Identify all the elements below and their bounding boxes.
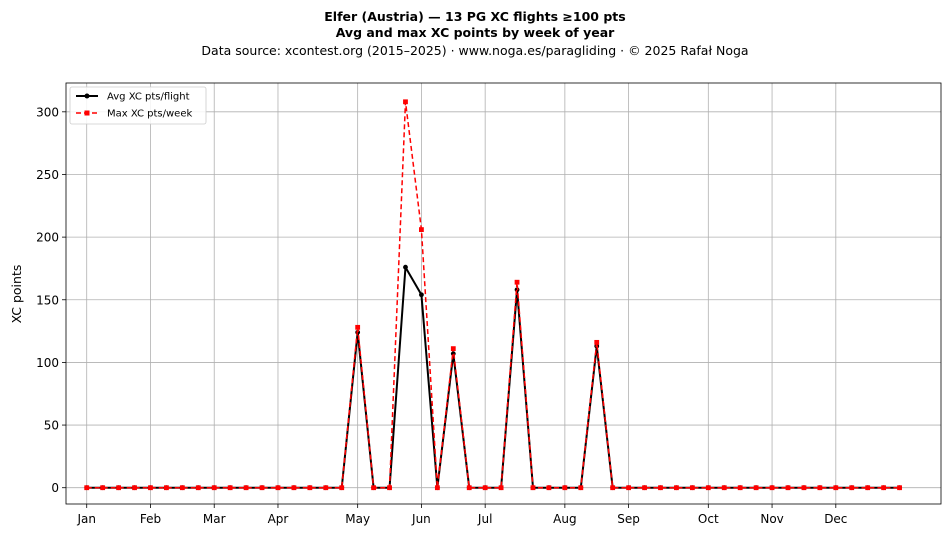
max-point	[689, 485, 695, 491]
avg-point	[419, 292, 424, 298]
y-tick-label: 150	[36, 293, 59, 307]
max-point	[705, 485, 711, 491]
x-tick-label: Jun	[411, 512, 431, 526]
grid	[66, 83, 941, 504]
y-tick-label: 300	[36, 105, 59, 119]
max-point	[658, 485, 663, 491]
max-point	[84, 485, 90, 491]
series-line-avg	[86, 266, 900, 489]
chart-subtitle: Data source: xcontest.org (2015–2025) · …	[201, 43, 748, 58]
max-point	[594, 339, 600, 345]
max-point	[387, 485, 392, 491]
max-point	[674, 485, 679, 491]
avg-point	[403, 264, 408, 270]
x-tick-label: Dec	[824, 512, 847, 526]
max-point	[721, 485, 727, 491]
max-point	[339, 485, 345, 491]
legend-box	[69, 86, 207, 125]
legend-label-avg: Avg XC pts/flight	[107, 92, 190, 103]
max-point	[546, 485, 552, 491]
max-point	[211, 485, 217, 491]
max-point	[132, 485, 137, 491]
max-point	[833, 485, 839, 491]
chart-title-line1: Elfer (Austria) — 13 PG XC flights ≥100 …	[324, 9, 625, 24]
max-point	[482, 485, 488, 491]
max-point	[514, 279, 520, 285]
max-point	[737, 485, 743, 491]
max-point	[897, 485, 902, 491]
max-point	[626, 485, 632, 491]
avg-point	[450, 351, 456, 357]
max-point	[849, 485, 855, 491]
max-point	[753, 485, 759, 491]
x-tick-label: Sep	[617, 512, 640, 526]
y-axis: 0 50 100 150 200 250 300	[36, 105, 66, 495]
x-tick-label: Oct	[698, 512, 719, 526]
max-point	[179, 485, 185, 491]
max-point	[450, 346, 456, 352]
x-tick-label: Aug	[553, 512, 576, 526]
x-tick-label: Mar	[203, 512, 226, 526]
max-point	[434, 485, 440, 491]
max-point	[865, 485, 871, 491]
max-point	[562, 485, 568, 491]
series-layer	[84, 99, 902, 491]
max-point	[769, 485, 775, 491]
max-point	[275, 485, 281, 491]
max-point	[243, 485, 249, 491]
max-point	[164, 485, 169, 491]
max-point	[610, 485, 616, 491]
x-tick-label: Feb	[140, 512, 161, 526]
max-point	[642, 485, 647, 491]
series-line-max	[86, 101, 900, 489]
max-point	[801, 485, 807, 491]
y-tick-label: 250	[36, 168, 59, 182]
max-point	[371, 485, 377, 491]
max-point	[355, 324, 361, 330]
max-point	[817, 485, 823, 491]
max-point	[419, 227, 424, 232]
max-point	[323, 485, 329, 491]
y-axis-label: XC points	[9, 265, 24, 324]
x-axis: Jan Feb Mar Apr May Jun Jul Aug Sep Oct Nov Dec	[76, 504, 847, 526]
y-tick-label: 0	[51, 481, 59, 495]
max-point	[498, 485, 504, 491]
max-point	[195, 485, 201, 491]
x-tick-label: Nov	[760, 512, 783, 526]
y-tick-label: 200	[36, 231, 59, 245]
chart-title-line2: Avg and max XC points by week of year	[336, 25, 615, 40]
max-point	[259, 485, 265, 491]
max-point	[881, 485, 887, 491]
max-point	[578, 485, 584, 491]
max-point	[100, 485, 106, 491]
legend-marker-avg	[84, 93, 90, 99]
legend: Avg XC pts/flight Max XC pts/week	[69, 86, 207, 125]
max-point	[116, 485, 121, 491]
x-tick-label: May	[345, 512, 370, 526]
max-point	[466, 485, 472, 491]
max-point	[530, 485, 536, 491]
max-point	[148, 485, 153, 491]
y-tick-label: 100	[36, 356, 59, 370]
legend-label-max: Max XC pts/week	[107, 109, 192, 120]
plot-frame	[65, 82, 942, 505]
x-tick-label: Jan	[76, 512, 96, 526]
x-tick-label: Apr	[268, 512, 289, 526]
y-tick-label: 50	[44, 419, 59, 433]
max-point	[403, 99, 408, 105]
max-point	[291, 485, 297, 491]
legend-marker-max	[84, 110, 90, 116]
max-point	[785, 485, 791, 491]
x-tick-label: Jul	[477, 512, 492, 526]
max-point	[227, 485, 233, 491]
max-point	[307, 485, 313, 491]
